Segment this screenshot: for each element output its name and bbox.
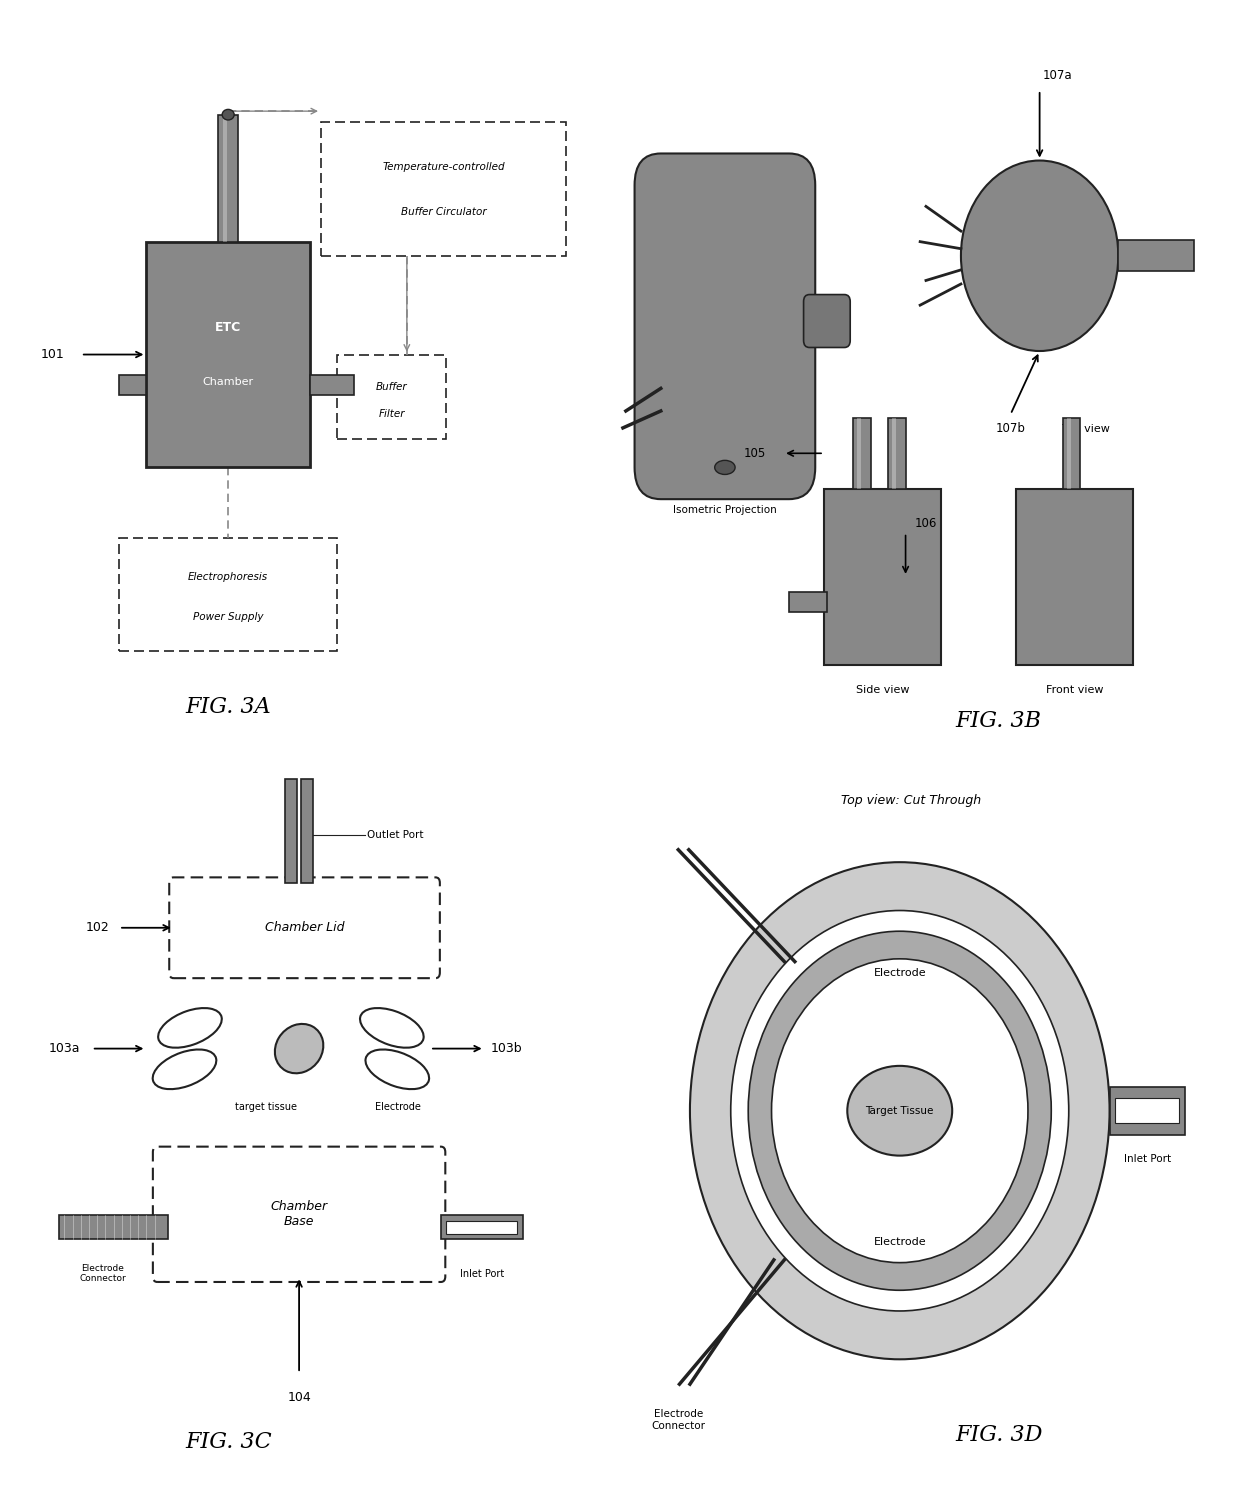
Text: FIG. 3C: FIG. 3C <box>185 1430 272 1453</box>
Text: 105: 105 <box>744 447 766 459</box>
Text: Chamber Lid: Chamber Lid <box>265 922 345 934</box>
Text: 106: 106 <box>914 518 936 530</box>
Text: Electrode: Electrode <box>873 1237 926 1247</box>
Text: Top view: Top view <box>1063 423 1110 434</box>
Bar <box>1116 1099 1179 1123</box>
Bar <box>893 417 897 488</box>
Text: FIG. 3D: FIG. 3D <box>955 1424 1043 1447</box>
Bar <box>285 779 298 883</box>
Circle shape <box>771 959 1028 1262</box>
Text: Top view: Cut Through: Top view: Cut Through <box>841 794 982 806</box>
Bar <box>146 242 310 467</box>
Text: 103b: 103b <box>491 1042 522 1055</box>
Bar <box>858 417 861 488</box>
Text: Outlet Port: Outlet Port <box>367 830 424 839</box>
Circle shape <box>961 161 1118 351</box>
Text: Filter: Filter <box>378 408 405 419</box>
Ellipse shape <box>275 1024 324 1073</box>
Ellipse shape <box>366 1049 429 1090</box>
Text: Buffer Circulator: Buffer Circulator <box>401 207 486 216</box>
Text: ETC: ETC <box>215 321 242 333</box>
Bar <box>446 1220 517 1234</box>
Bar <box>441 1214 523 1240</box>
Bar <box>321 122 567 255</box>
Circle shape <box>689 862 1110 1360</box>
FancyBboxPatch shape <box>804 294 851 347</box>
Bar <box>337 354 446 440</box>
Bar <box>853 417 870 488</box>
Text: Power Supply: Power Supply <box>193 612 263 621</box>
FancyBboxPatch shape <box>169 878 440 979</box>
Text: Electrode: Electrode <box>873 968 926 977</box>
Text: 103a: 103a <box>48 1042 81 1055</box>
Text: Electrode: Electrode <box>376 1102 422 1112</box>
Circle shape <box>730 911 1069 1310</box>
Text: 104: 104 <box>288 1391 311 1403</box>
Text: 101: 101 <box>41 348 64 362</box>
Bar <box>223 114 227 242</box>
Ellipse shape <box>360 1009 424 1048</box>
FancyBboxPatch shape <box>153 1147 445 1282</box>
Text: 102: 102 <box>86 922 109 934</box>
Text: Inlet Port: Inlet Port <box>460 1268 503 1279</box>
Text: Side view: Side view <box>856 684 909 695</box>
Text: Chamber: Chamber <box>202 377 254 387</box>
Bar <box>1063 417 1080 488</box>
Text: 107a: 107a <box>1043 69 1071 83</box>
Bar <box>310 375 353 395</box>
Text: FIG. 3A: FIG. 3A <box>185 696 272 719</box>
Bar <box>60 1214 169 1240</box>
Ellipse shape <box>222 110 234 120</box>
Text: Electrode
Connector: Electrode Connector <box>79 1264 126 1283</box>
Ellipse shape <box>153 1049 216 1090</box>
Circle shape <box>748 931 1052 1291</box>
Bar <box>301 779 312 883</box>
Text: Isometric Projection: Isometric Projection <box>673 504 776 515</box>
Bar <box>789 593 827 612</box>
Text: Electrode
Connector: Electrode Connector <box>651 1409 706 1430</box>
Text: Target Tissue: Target Tissue <box>866 1106 934 1115</box>
Bar <box>119 537 337 651</box>
Text: target tissue: target tissue <box>236 1102 298 1112</box>
Bar <box>1110 1087 1185 1135</box>
Text: Inlet Port: Inlet Port <box>1123 1154 1171 1165</box>
FancyBboxPatch shape <box>635 153 815 500</box>
Bar <box>1118 240 1194 272</box>
Text: Temperature-controlled: Temperature-controlled <box>382 162 505 173</box>
Bar <box>823 488 940 665</box>
Bar <box>888 417 905 488</box>
Ellipse shape <box>159 1009 222 1048</box>
Bar <box>1017 488 1133 665</box>
Ellipse shape <box>714 461 735 474</box>
Bar <box>1068 417 1071 488</box>
Text: Buffer: Buffer <box>376 381 408 392</box>
Text: Electrophoresis: Electrophoresis <box>188 572 268 582</box>
Text: 107b: 107b <box>996 422 1025 435</box>
Bar <box>218 114 238 242</box>
Ellipse shape <box>847 1066 952 1156</box>
Text: Chamber
Base: Chamber Base <box>270 1201 327 1228</box>
Text: FIG. 3B: FIG. 3B <box>956 710 1042 732</box>
Text: Front view: Front view <box>1045 684 1104 695</box>
Bar <box>119 375 146 395</box>
